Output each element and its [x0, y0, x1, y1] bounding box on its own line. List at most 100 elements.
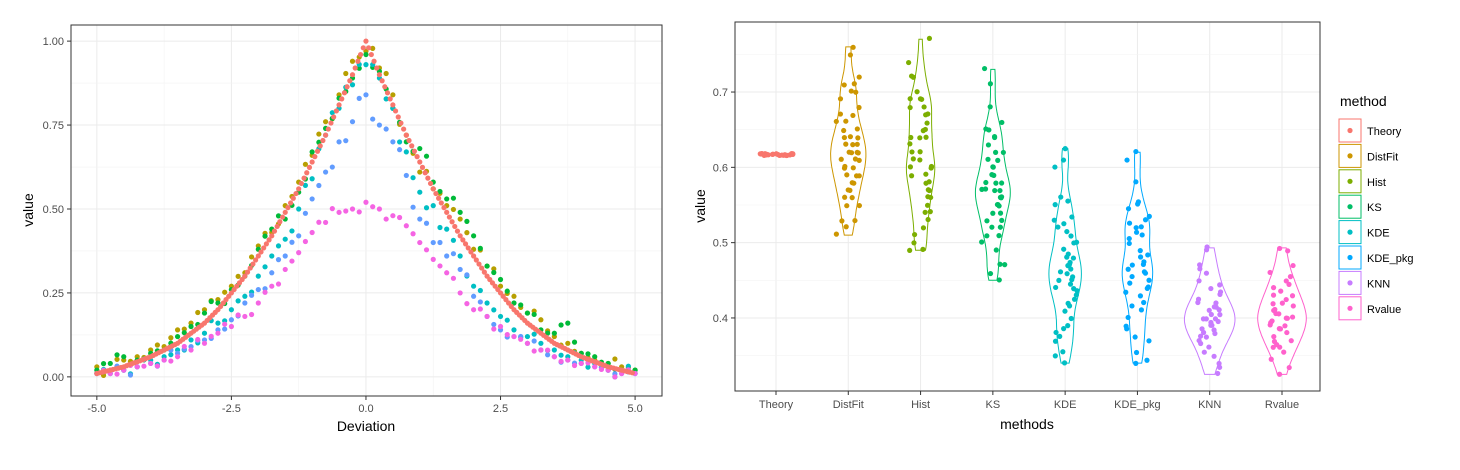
y-tick-label: 0.50	[43, 204, 64, 216]
data-point	[410, 175, 416, 181]
theory-point	[481, 269, 487, 275]
data-point	[531, 348, 537, 354]
data-point-Theory	[765, 152, 771, 158]
data-point-KDE	[1064, 228, 1070, 235]
theory-point	[253, 257, 259, 263]
data-point	[531, 311, 537, 318]
data-point	[558, 358, 564, 364]
data-point	[168, 352, 174, 358]
data-point	[430, 203, 436, 209]
x-tick-label: KDE	[1054, 399, 1077, 411]
theory-point	[473, 257, 479, 263]
data-point-Rvalue	[1283, 296, 1289, 303]
data-point	[397, 214, 403, 221]
data-point	[464, 272, 470, 278]
data-point	[309, 149, 315, 155]
data-point	[376, 122, 383, 128]
data-point-Theory	[779, 152, 785, 158]
left-panel-border	[70, 24, 663, 397]
data-point-KDE_pkg	[1145, 252, 1151, 258]
data-point-Hist	[920, 225, 927, 231]
data-point-Hist	[914, 89, 920, 95]
data-point-KDE_pkg	[1145, 284, 1151, 290]
data-point-KS	[987, 104, 993, 110]
data-point-DistFit	[852, 217, 858, 224]
right-panel-border	[734, 21, 1321, 392]
data-point-KS	[991, 172, 997, 178]
data-point-KDE_pkg	[1141, 299, 1147, 306]
data-point-Rvalue	[1287, 274, 1294, 280]
legend-label-KS: KS	[1367, 202, 1382, 214]
data-point-Rvalue	[1278, 288, 1284, 294]
data-point	[363, 51, 369, 58]
data-point	[349, 206, 356, 212]
theory-point	[312, 154, 318, 160]
data-point-KDE_pkg	[1129, 262, 1135, 268]
data-point	[383, 96, 389, 102]
data-point-KS	[1002, 262, 1008, 268]
data-point-KDE_pkg	[1137, 293, 1144, 299]
data-point	[289, 228, 295, 234]
legend-dot-Hist	[1347, 178, 1353, 184]
data-point	[383, 216, 389, 222]
theory-point	[306, 164, 313, 170]
data-point-KNN	[1203, 334, 1209, 340]
data-point-DistFit	[833, 118, 839, 125]
data-point-KNN	[1211, 353, 1217, 359]
theory-point	[462, 241, 469, 247]
theory-point	[304, 170, 310, 176]
data-point	[383, 126, 389, 132]
violin-KDE_pkg	[1121, 151, 1154, 364]
data-point	[531, 338, 537, 344]
data-point	[437, 224, 443, 231]
y-tick-label: 0.5	[713, 238, 728, 250]
data-point	[578, 360, 584, 367]
data-point-Hist	[908, 134, 914, 141]
data-point	[403, 149, 409, 155]
theory-point	[406, 137, 412, 144]
data-point	[403, 172, 409, 179]
y-tick-label: 1.00	[43, 36, 64, 48]
theory-point	[454, 228, 461, 234]
theory-point	[352, 65, 358, 71]
data-point-DistFit	[850, 112, 856, 119]
data-point	[148, 360, 154, 367]
theory-point	[261, 245, 267, 251]
data-point	[363, 62, 369, 68]
data-point	[504, 332, 510, 338]
data-point	[242, 313, 248, 320]
data-point-DistFit	[843, 141, 849, 147]
data-point	[275, 281, 282, 287]
data-point-Rvalue	[1283, 315, 1289, 321]
data-point	[215, 320, 221, 326]
data-point	[477, 245, 483, 251]
legend-label-Rvalue: Rvalue	[1367, 304, 1401, 316]
x-tick-label: -2.5	[222, 403, 241, 415]
theory-point	[336, 102, 342, 108]
data-point-KS	[985, 142, 992, 148]
theory-point	[452, 223, 458, 230]
data-point	[309, 176, 315, 182]
data-point	[545, 330, 551, 336]
data-point	[228, 317, 234, 323]
data-point	[208, 333, 214, 339]
data-point-DistFit	[838, 156, 844, 162]
data-point-KNN	[1197, 333, 1204, 339]
data-point	[444, 196, 450, 202]
data-point	[282, 236, 288, 242]
theory-point	[244, 269, 251, 275]
data-point	[497, 313, 504, 320]
data-point	[343, 138, 349, 144]
data-point-KS	[996, 233, 1002, 239]
theory-point	[390, 102, 396, 108]
theory-point	[371, 58, 377, 64]
data-point-KNN	[1217, 282, 1223, 288]
theory-point	[479, 265, 485, 271]
right-points	[757, 35, 1296, 377]
data-point-KDE_pkg	[1124, 157, 1130, 163]
data-point	[565, 320, 571, 326]
data-point-KS	[997, 261, 1003, 267]
data-point	[363, 92, 369, 98]
theory-point	[465, 245, 471, 251]
theory-point	[290, 195, 296, 201]
